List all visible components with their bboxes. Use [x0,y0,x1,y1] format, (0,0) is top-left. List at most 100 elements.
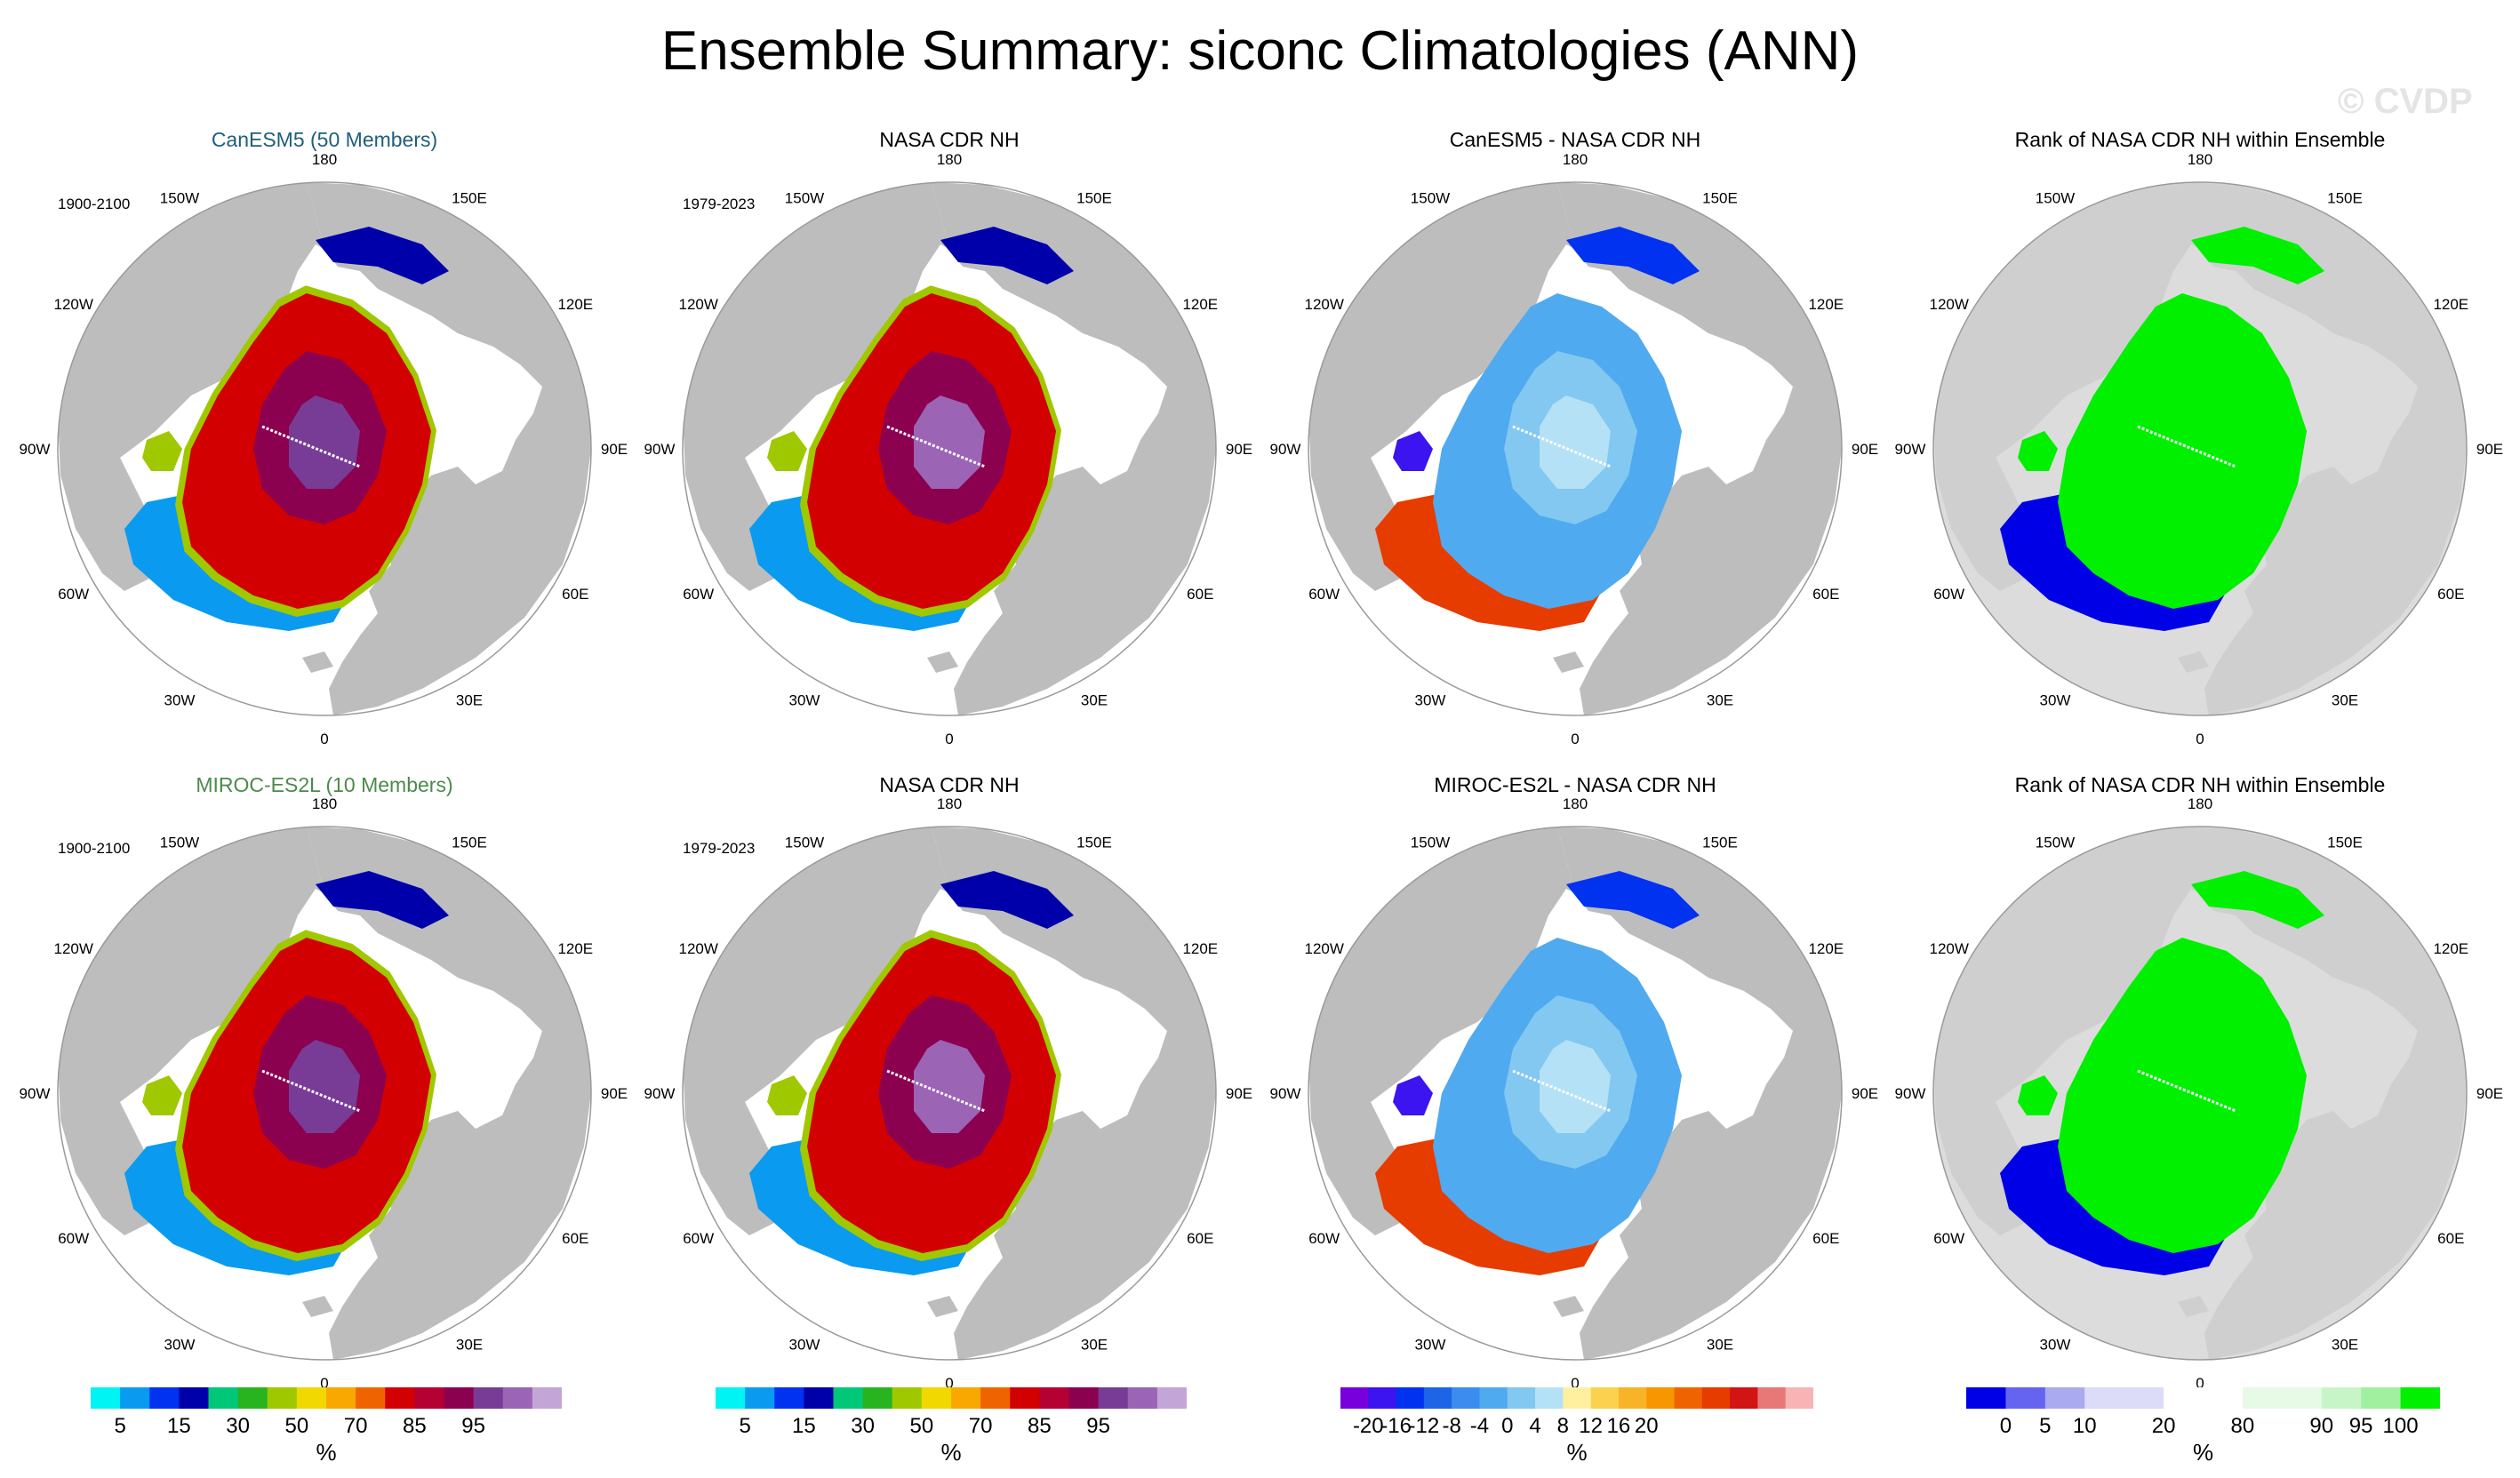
pack-rank [2058,938,2307,1253]
land-area [307,827,591,1360]
longitude-label: 120W [678,296,717,313]
colorbar-swatch [237,1387,268,1409]
colorbar-unit: % [316,1439,337,1466]
colorbar-tick-label: 15 [167,1414,191,1438]
longitude-label: 150W [160,835,199,851]
longitude-label: 150W [1411,835,1450,851]
colorbar-swatch [473,1387,504,1409]
longitude-label: 150W [2036,835,2075,851]
colorbar-swatch [2084,1387,2125,1409]
colorbar-tick-label: 20 [2151,1414,2176,1438]
longitude-label: 120E [557,296,593,313]
map-border [1932,826,2468,1361]
map-border [682,181,1217,716]
okhotsk-ice [940,871,1074,929]
longitude-label: 30W [164,691,196,708]
land-area [449,493,480,520]
colorbar-tick-label: 70 [343,1414,368,1438]
colorbar-swatch [267,1387,298,1409]
longitude-label: 150W [785,835,824,851]
colorbar-swatch [1507,1387,1536,1409]
ice-center [914,395,985,489]
center-diff [1540,1040,1611,1133]
longitude-label: 60E [2437,1230,2464,1247]
colorbar-swatch [532,1387,562,1409]
panel-title: NASA CDR NH [879,773,1020,796]
longitude-label: 0 [1571,731,1579,747]
panel-title: CanESM5 (50 Members) [211,128,438,151]
land-area [1700,493,1731,520]
colorbar-swatch [1368,1387,1397,1409]
longitude-label: 30W [2040,1336,2071,1353]
land-area [2178,1296,2209,1317]
map-border [1308,826,1843,1361]
map-border [1308,181,1843,716]
colorbar-swatch [91,1387,121,1409]
longitude-label: 0 [945,731,953,747]
polar-map: 180 150E 120E 90E 60E 30E 0 30W 60W 90W 120W 150W [1270,151,1879,747]
land-area [58,827,324,1235]
ice-center [289,395,360,489]
colorbar-swatch [951,1387,981,1409]
longitude-label: 90E [1226,1085,1252,1102]
colorbar-siconc [716,1387,1187,1409]
colorbar-swatch [1535,1387,1564,1409]
longitude-label: 120W [1929,940,1968,957]
colorbar-swatch [1010,1387,1040,1409]
longitude-label: 90W [20,1085,51,1102]
colorbar-swatch [1646,1387,1676,1409]
longitude-label: 30E [1081,1336,1108,1353]
longitude-label: 180 [937,795,962,812]
land-area [302,1296,333,1317]
colorbar-swatch [1563,1387,1592,1409]
colorbar-tick-label: 10 [2072,1414,2097,1438]
land-area [1074,1138,1105,1164]
land-area [2182,182,2467,715]
longitude-label: 30E [1707,1336,1733,1353]
ice-center [914,1040,985,1133]
hudson-bay-ice [767,431,807,471]
colorbar-tick-label: 0 [1501,1414,1514,1438]
land-area [58,182,324,591]
colorbar-swatch [804,1387,835,1409]
longitude-label: 180 [312,151,337,168]
longitude-label: 150E [1076,835,1112,851]
polar-map: 180 150E 120E 90E 60E 30E 0 30W 60W 90W 120W 150W [1895,151,2504,747]
colorbar-swatch [1730,1387,1758,1409]
colorbar-swatch [2005,1387,2046,1409]
longitude-label: 150E [2327,835,2363,851]
period-label: 1900-2100 [58,196,131,212]
panel-title: MIROC-ES2L - NASA CDR NH [1434,773,1716,796]
map-border [682,826,1217,1361]
hudson-bay-ice [142,431,182,471]
longitude-label: 150W [785,190,824,207]
land-area [2262,1218,2293,1246]
land-area [302,651,333,673]
colorbar-swatch [745,1387,775,1409]
polar-map: 180 150E 120E 90E 60E 30E 0 30W 60W 90W 120W 150W [1895,795,2504,1392]
longitude-label: 0 [320,1375,328,1392]
center-diff [1540,395,1611,489]
colorbar-swatch [296,1387,327,1409]
colorbar-swatch [1396,1387,1425,1409]
longitude-label: 150E [1702,190,1738,207]
longitude-label: 60W [683,586,714,603]
period-label: 1900-2100 [58,840,131,857]
longitude-label: 150W [1411,190,1450,207]
colorbar-unit: % [1566,1439,1588,1466]
colorbar-tick-label: 95 [461,1414,485,1438]
land-area [1700,1138,1731,1164]
colorbar-tick-label: 85 [1028,1414,1052,1438]
land-area [1557,182,1842,715]
land-area [1637,573,1668,602]
longitude-label: 180 [312,795,337,812]
colorbar-swatch [385,1387,415,1409]
longitude-label: 30E [1707,691,1733,708]
longitude-label: 120E [557,940,593,957]
land-area [683,827,949,1235]
colorbar-swatch [1590,1387,1620,1409]
panel-title: NASA CDR NH [879,128,1020,151]
colorbar-swatch [2044,1387,2085,1409]
longitude-label: 90E [601,441,628,458]
longitude-label: 150E [452,190,487,207]
